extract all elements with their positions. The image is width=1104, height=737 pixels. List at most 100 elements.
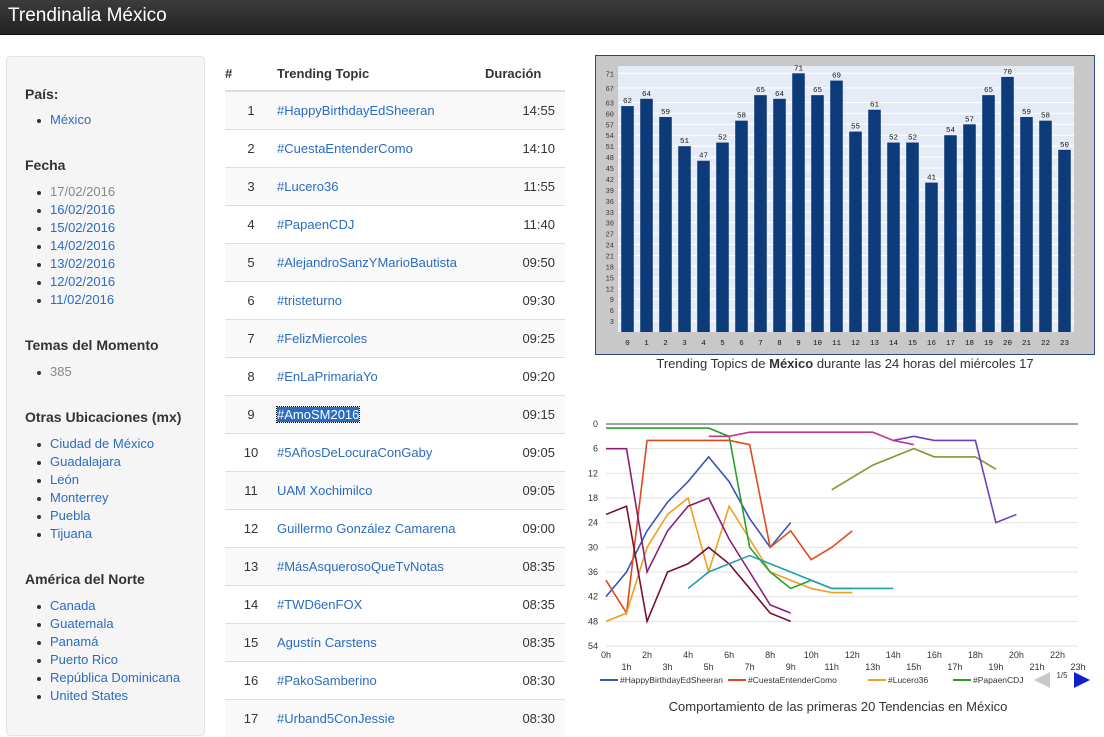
bar: [716, 142, 729, 332]
fecha-item[interactable]: 13/02/2016: [37, 255, 115, 273]
row-duration: 08:30: [485, 698, 565, 737]
pais-region-item[interactable]: República Dominicana: [37, 669, 180, 687]
row-topic: #tristeturno: [277, 280, 485, 319]
america-heading: América del Norte: [25, 571, 145, 587]
table-row: 5 #AlejandroSanzYMarioBautista 09:50: [225, 242, 565, 281]
bar: [906, 142, 919, 332]
legend-prev-arrow[interactable]: [1034, 672, 1050, 688]
otras-list: Ciudad de México Guadalajara León Monter…: [37, 435, 154, 543]
topic-link[interactable]: #AlejandroSanzYMarioBautista: [277, 254, 457, 270]
y-tick-label: 42: [588, 592, 598, 602]
bar: [982, 95, 995, 332]
topic-link[interactable]: #MásAsquerosoQueTvNotas: [277, 558, 444, 574]
brand-title[interactable]: Trendinalia México: [8, 5, 167, 26]
pais-list: México: [37, 111, 91, 129]
topic-link[interactable]: #Lucero36: [277, 178, 339, 194]
x-tick-label: 15h: [906, 662, 921, 672]
ubicacion-item[interactable]: Ciudad de México: [37, 435, 154, 453]
topic-link[interactable]: #TWD6enFOX: [277, 596, 363, 612]
x-tick-label: 17: [946, 340, 955, 348]
x-tick-label: 20: [1003, 340, 1013, 348]
row-topic: UAM Xochimilco: [277, 470, 485, 509]
topic-link[interactable]: #Urband5ConJessie: [277, 710, 395, 726]
series-line: [605, 439, 853, 616]
bar-value-label: 59: [1022, 109, 1031, 117]
topic-link[interactable]: #FelizMiercoles: [277, 330, 368, 346]
row-duration: 14:55: [485, 90, 565, 129]
y-tick-label: 27: [606, 232, 614, 240]
fecha-item[interactable]: 14/02/2016: [37, 237, 115, 255]
row-topic: Agustín Carstens: [277, 622, 485, 661]
legend-label[interactable]: #HappyBirthdayEdSheeran: [620, 675, 723, 685]
x-tick-label: 1: [644, 340, 649, 348]
y-tick-label: 24: [606, 243, 614, 251]
y-tick-label: 57: [606, 122, 614, 130]
pais-region-item[interactable]: Guatemala: [37, 615, 180, 633]
bar-value-label: 65: [813, 87, 823, 95]
ubicacion-item[interactable]: Puebla: [37, 507, 154, 525]
table-row: 4 #PapaenCDJ 11:40: [225, 204, 565, 243]
x-tick-label: 13h: [865, 662, 880, 672]
topic-link[interactable]: #HappyBirthdayEdSheeran: [277, 102, 435, 118]
topic-link[interactable]: Agustín Carstens: [277, 634, 377, 650]
legend-label[interactable]: #PapaenCDJ: [973, 675, 1024, 685]
legend-label[interactable]: #Lucero36: [888, 675, 928, 685]
row-duration: 11:55: [485, 166, 565, 205]
fecha-item[interactable]: 15/02/2016: [37, 219, 115, 237]
topic-link[interactable]: #PapaenCDJ: [277, 216, 355, 232]
row-rank: 4: [225, 204, 277, 243]
row-topic: #EnLaPrimariaYo: [277, 356, 485, 395]
legend-next-arrow[interactable]: [1074, 672, 1090, 688]
topic-link[interactable]: #EnLaPrimariaYo: [277, 368, 378, 384]
pais-region-item[interactable]: Canada: [37, 597, 180, 615]
row-duration: 09:15: [485, 394, 565, 433]
x-tick-label: 1h: [622, 662, 632, 672]
y-tick-label: 12: [606, 286, 614, 294]
x-tick-label: 2h: [642, 650, 652, 660]
topic-link[interactable]: Guillermo González Camarena: [277, 520, 456, 536]
y-tick-label: 45: [606, 166, 614, 174]
topic-link[interactable]: #PakoSamberino: [277, 672, 377, 688]
ubicacion-item[interactable]: Monterrey: [37, 489, 154, 507]
ubicacion-item[interactable]: León: [37, 471, 154, 489]
bar: [640, 98, 653, 332]
row-duration: 08:35: [485, 546, 565, 585]
row-rank: 14: [225, 584, 277, 623]
topic-link[interactable]: UAM Xochimilco: [277, 482, 373, 498]
x-tick-label: 23h: [1070, 662, 1085, 672]
topic-link[interactable]: #5AñosDeLocuraConGaby: [277, 444, 433, 460]
pais-region-item[interactable]: United States: [37, 687, 180, 705]
fecha-list: 17/02/2016 16/02/2016 15/02/2016 14/02/2…: [37, 183, 115, 309]
topic-link[interactable]: #CuestaEntenderComo: [277, 140, 413, 156]
fecha-item[interactable]: 11/02/2016: [37, 291, 115, 309]
bar-value-label: 51: [680, 138, 690, 146]
x-tick-label: 3h: [663, 662, 673, 672]
y-tick-label: 39: [606, 188, 614, 196]
table-row: 14 #TWD6enFOX 08:35: [225, 584, 565, 623]
bar-value-label: 58: [737, 113, 746, 121]
fecha-item[interactable]: 12/02/2016: [37, 273, 115, 291]
x-tick-label: 13: [870, 340, 880, 348]
ubicacion-item[interactable]: Guadalajara: [37, 453, 154, 471]
fecha-heading: Fecha: [25, 157, 66, 173]
bar: [678, 146, 691, 332]
pais-item[interactable]: México: [37, 111, 91, 129]
pais-region-item[interactable]: Puerto Rico: [37, 651, 180, 669]
topic-link[interactable]: #tristeturno: [277, 292, 343, 308]
x-tick-label: 3: [682, 340, 687, 348]
series-line: [605, 496, 853, 623]
pais-region-item[interactable]: Panamá: [37, 633, 180, 651]
row-topic: #Urband5ConJessie: [277, 698, 485, 737]
y-tick-label: 63: [606, 100, 614, 108]
col-header-topic: Trending Topic: [277, 56, 485, 92]
topic-link[interactable]: #AmoSM2016: [275, 405, 361, 423]
bar-value-label: 57: [965, 116, 974, 124]
x-tick-label: 18: [965, 340, 974, 348]
legend-label[interactable]: #CuestaEntenderComo: [748, 675, 837, 685]
ubicacion-item[interactable]: Tijuana: [37, 525, 154, 543]
y-tick-label: 18: [606, 264, 614, 272]
col-header-num: #: [225, 56, 277, 92]
row-rank: 2: [225, 128, 277, 167]
bar: [792, 73, 805, 333]
fecha-item[interactable]: 16/02/2016: [37, 201, 115, 219]
